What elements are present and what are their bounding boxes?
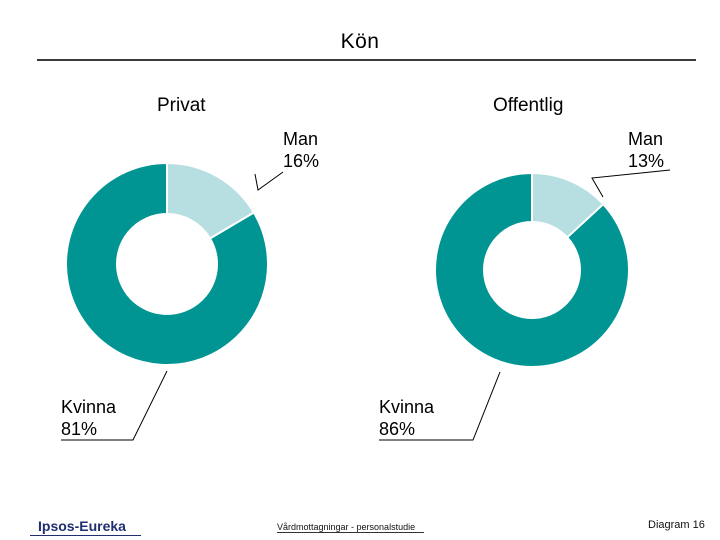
title-divider — [37, 59, 696, 61]
slice-label-privat-kvinna: Kvinna 81% — [61, 396, 116, 440]
donut-slice-privat-kvinna — [65, 161, 269, 366]
slice-label-offentlig-man: Man 13% — [628, 128, 664, 172]
chart-title-privat: Privat — [157, 95, 206, 116]
slice-label-offentlig-kvinna-name: Kvinna — [379, 397, 435, 417]
slice-label-privat-man: Man 16% — [283, 128, 319, 172]
slice-label-privat-kvinna-value: 81% — [61, 419, 98, 439]
chart-title-offentlig: Offentlig — [493, 95, 564, 116]
leader-line-privat-man — [254, 171, 284, 191]
slice-label-offentlig-man-name: Man — [628, 129, 664, 149]
leader-line-privat-kvinna — [61, 370, 168, 441]
donut-slice-offentlig-kvinna — [434, 171, 630, 368]
footer-study-name: Vårdmottagningar - personalstudie — [277, 522, 424, 533]
slice-label-offentlig-man-value: 13% — [628, 151, 665, 171]
slice-label-privat-man-value: 16% — [283, 151, 320, 171]
page-title: Kön — [340, 30, 380, 53]
footer-diagram-number: Diagram 16 — [648, 519, 705, 531]
slice-label-offentlig-kvinna: Kvinna 86% — [379, 396, 434, 440]
ipsos-eureka-logo: Ipsos-Eureka — [30, 518, 141, 536]
slice-label-privat-man-name: Man — [283, 129, 319, 149]
slice-label-privat-kvinna-name: Kvinna — [61, 397, 117, 417]
slice-label-offentlig-kvinna-value: 86% — [379, 419, 416, 439]
leader-line-offentlig-kvinna — [379, 371, 501, 441]
leader-line-offentlig-man — [591, 169, 671, 198]
